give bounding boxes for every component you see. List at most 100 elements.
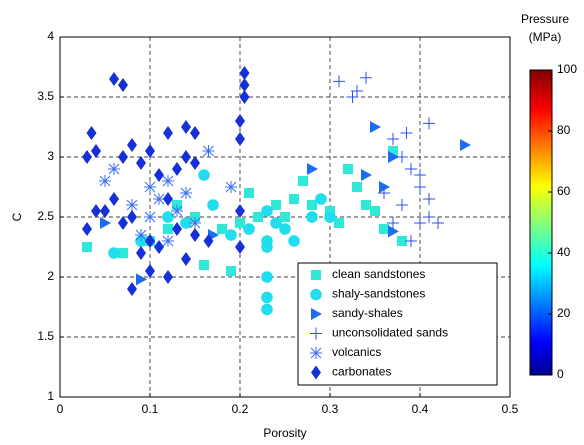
point (239, 66, 250, 80)
colorbar-tick-label: 40 (557, 245, 571, 259)
point (82, 222, 92, 236)
point (172, 162, 182, 176)
point (144, 181, 156, 193)
point (397, 236, 407, 246)
legend-label: clean sandstones (332, 267, 425, 281)
point (145, 264, 155, 278)
point (163, 192, 173, 206)
legend-label: shaly-sandstones (332, 287, 425, 301)
x-axis-label: Porosity (263, 426, 306, 440)
point (396, 199, 408, 211)
point (145, 144, 155, 158)
legend-label: volcanics (332, 345, 381, 359)
point (396, 151, 408, 163)
point (100, 204, 110, 218)
y-tick-label: 1 (47, 389, 54, 403)
point (154, 168, 164, 182)
colorbar-tick-label: 80 (557, 123, 571, 137)
y-tick-label: 4 (47, 29, 54, 43)
x-tick-label: 0.2 (232, 402, 249, 416)
legend-marker (310, 347, 322, 359)
colorbar-title: (MPa) (529, 30, 562, 44)
point (307, 163, 318, 175)
point (162, 211, 174, 223)
point (279, 223, 291, 235)
point (423, 211, 435, 223)
point (243, 223, 255, 235)
point (414, 169, 426, 181)
y-tick-label: 2 (47, 269, 54, 283)
point (109, 192, 119, 206)
point (388, 146, 398, 156)
point (351, 85, 363, 97)
point (190, 126, 200, 140)
x-tick-label: 0.1 (142, 402, 159, 416)
point (298, 176, 308, 186)
point (324, 211, 336, 223)
point (162, 175, 174, 187)
legend (297, 262, 498, 386)
point (153, 193, 165, 205)
point (325, 206, 335, 216)
point (108, 163, 120, 175)
point (91, 144, 101, 158)
legend-label: sandy-shales (332, 306, 403, 320)
point (99, 175, 111, 187)
point (414, 181, 426, 193)
point (163, 270, 173, 284)
point (289, 194, 299, 204)
point (334, 218, 344, 228)
point (171, 205, 183, 217)
point (370, 206, 380, 216)
colorbar-tick-label: 60 (557, 184, 571, 198)
point (207, 199, 219, 211)
point (180, 187, 192, 199)
y-axis-label: C (10, 212, 24, 221)
point (414, 217, 426, 229)
point (423, 117, 435, 130)
point (460, 139, 471, 151)
point (423, 193, 435, 205)
colorbar-tick-label: 100 (557, 62, 577, 76)
point (145, 234, 155, 248)
point (261, 303, 273, 316)
point (154, 240, 164, 254)
legend-label: carbonates (332, 365, 391, 379)
point (261, 271, 273, 283)
point (202, 145, 215, 157)
point (315, 193, 327, 205)
point (127, 210, 137, 224)
point (91, 204, 101, 218)
point (361, 200, 371, 210)
point (82, 242, 92, 252)
legend-label: unconsolidated sands (332, 326, 448, 340)
point (244, 188, 254, 198)
point (136, 156, 146, 170)
y-tick-label: 2.5 (37, 209, 54, 223)
point (144, 211, 156, 223)
point (388, 151, 399, 163)
point (235, 204, 245, 218)
colorbar-title: Pressure (521, 12, 569, 26)
point (288, 235, 300, 247)
legend-marker (311, 308, 322, 320)
point (198, 169, 210, 181)
point (109, 72, 119, 86)
y-tick-label: 1.5 (37, 329, 54, 343)
point (136, 246, 146, 260)
legend-marker (311, 365, 321, 380)
point (163, 224, 173, 234)
colorbar-tick-label: 0 (557, 367, 564, 381)
point (190, 156, 200, 170)
point (163, 126, 173, 140)
point (235, 114, 245, 128)
point (118, 150, 128, 164)
point (360, 71, 372, 84)
point (261, 241, 273, 253)
point (405, 163, 417, 175)
point (370, 121, 381, 133)
point (378, 187, 390, 199)
point (189, 217, 201, 229)
point (118, 248, 128, 258)
